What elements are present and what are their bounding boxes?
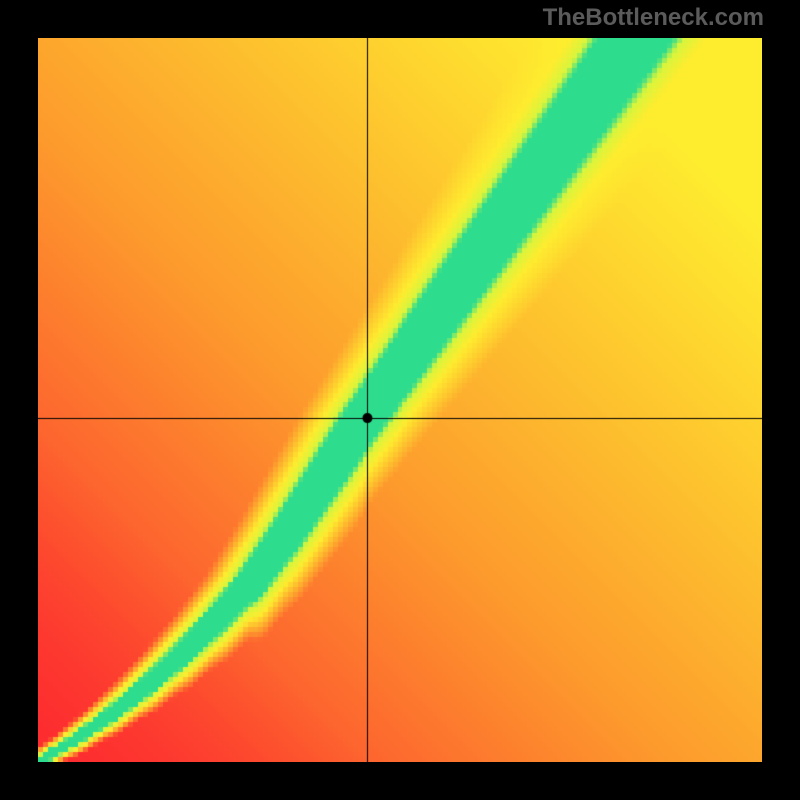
watermark-text: TheBottleneck.com — [543, 4, 764, 32]
chart-container: TheBottleneck.com — [0, 0, 800, 800]
heatmap-canvas — [38, 38, 762, 762]
